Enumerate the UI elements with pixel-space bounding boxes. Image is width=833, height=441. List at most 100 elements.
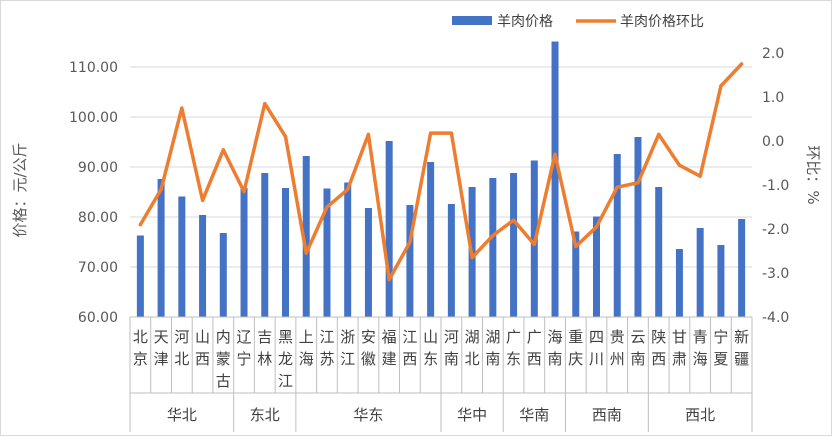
category-label: 江 bbox=[402, 328, 417, 346]
y-right-axis-title: 环比：% bbox=[804, 145, 822, 204]
legend-bar-swatch bbox=[452, 16, 492, 25]
category-label: 吉 bbox=[257, 328, 272, 346]
y-left-axis-title: 价格：元/公斤 bbox=[11, 142, 29, 237]
line-point bbox=[242, 190, 246, 194]
category-label: 疆 bbox=[734, 350, 749, 368]
line-point bbox=[594, 225, 599, 229]
line-point bbox=[283, 135, 288, 139]
category-label: 蒙 bbox=[216, 350, 231, 368]
line-point bbox=[698, 174, 702, 178]
category-label: 广 bbox=[506, 328, 521, 346]
category-label: 内 bbox=[216, 328, 231, 346]
region-label: 西南 bbox=[592, 406, 622, 424]
y-right-tick-label: 1.0 bbox=[762, 90, 784, 106]
bar bbox=[551, 41, 559, 317]
category-label: 肃 bbox=[672, 350, 687, 368]
category-label: 西 bbox=[402, 350, 417, 368]
category-label: 山 bbox=[423, 328, 438, 346]
line-point bbox=[180, 106, 184, 110]
bar bbox=[655, 187, 663, 317]
line-point bbox=[511, 218, 516, 222]
category-label: 海 bbox=[693, 350, 708, 368]
category-label: 河 bbox=[444, 328, 459, 346]
category-label: 南 bbox=[630, 350, 645, 368]
bar bbox=[199, 215, 207, 317]
line-point bbox=[159, 187, 163, 191]
y-left-tick-label: 70.00 bbox=[78, 260, 118, 276]
region-label: 东北 bbox=[250, 406, 280, 424]
category-label: 庆 bbox=[568, 350, 583, 368]
category-label: 浙 bbox=[340, 328, 355, 346]
category-label: 黑 bbox=[278, 328, 293, 346]
y-right-tick-label: 0.0 bbox=[762, 134, 784, 150]
category-label: 广 bbox=[527, 328, 542, 346]
line-point bbox=[325, 205, 329, 209]
line-point bbox=[470, 256, 474, 260]
line-point bbox=[574, 245, 578, 249]
category-label: 古 bbox=[216, 372, 231, 390]
category-label: 江 bbox=[340, 350, 355, 368]
bar bbox=[447, 204, 455, 317]
bar bbox=[675, 249, 683, 317]
line-point bbox=[449, 131, 453, 135]
category-label: 州 bbox=[610, 350, 625, 368]
bar bbox=[717, 245, 725, 317]
category-label: 辽 bbox=[237, 328, 252, 346]
bar bbox=[510, 173, 518, 317]
bar bbox=[323, 188, 331, 317]
y-left-tick-label: 90.00 bbox=[78, 160, 118, 176]
line-point bbox=[263, 102, 267, 106]
category-label: 龙 bbox=[278, 350, 293, 368]
line-point bbox=[719, 84, 723, 88]
line-point bbox=[491, 234, 495, 238]
bar bbox=[344, 182, 352, 317]
bar bbox=[302, 156, 310, 317]
category-label: 东 bbox=[506, 350, 521, 368]
category-label: 天 bbox=[154, 328, 169, 346]
bar bbox=[489, 178, 497, 317]
legend-line-label: 羊肉价格环比 bbox=[620, 14, 704, 30]
bar bbox=[219, 233, 227, 317]
category-label: 河 bbox=[174, 328, 189, 346]
y-right-tick-label: -4.0 bbox=[762, 310, 789, 326]
category-label: 福 bbox=[382, 328, 397, 346]
line-point bbox=[304, 251, 308, 255]
bar bbox=[572, 231, 580, 317]
line-series bbox=[138, 62, 744, 282]
category-label: 宁 bbox=[713, 328, 728, 346]
category-label: 南 bbox=[485, 350, 500, 368]
line-point bbox=[677, 163, 682, 167]
category-label: 四 bbox=[589, 328, 604, 346]
line-point bbox=[346, 187, 350, 191]
category-label: 湖 bbox=[485, 328, 500, 346]
category-label: 东 bbox=[423, 350, 438, 368]
region-label: 华东 bbox=[353, 406, 383, 424]
bar bbox=[634, 137, 642, 317]
category-label: 西 bbox=[527, 350, 542, 368]
category-label: 新 bbox=[734, 328, 749, 346]
line-point bbox=[657, 132, 661, 136]
bar bbox=[738, 219, 746, 317]
category-label: 西 bbox=[651, 350, 666, 368]
bar bbox=[136, 235, 144, 317]
y-left-tick-label: 60.00 bbox=[78, 310, 118, 326]
bar bbox=[240, 188, 248, 317]
category-label: 津 bbox=[154, 350, 169, 368]
bar bbox=[385, 141, 393, 317]
category-label: 山 bbox=[195, 328, 210, 346]
y-right-tick-label: 2.0 bbox=[762, 46, 784, 62]
category-label: 贵 bbox=[610, 328, 625, 346]
legend-bar-label: 羊肉价格 bbox=[497, 14, 553, 30]
bar bbox=[427, 162, 435, 317]
bar bbox=[157, 179, 165, 317]
category-label: 宁 bbox=[237, 350, 252, 368]
category-label: 甘 bbox=[672, 328, 687, 346]
line-point bbox=[138, 223, 142, 227]
bar bbox=[261, 173, 269, 317]
category-label: 北 bbox=[133, 328, 148, 346]
line-point bbox=[387, 278, 391, 282]
category-label: 海 bbox=[548, 328, 563, 346]
line-point bbox=[553, 152, 557, 156]
bar bbox=[406, 205, 414, 317]
